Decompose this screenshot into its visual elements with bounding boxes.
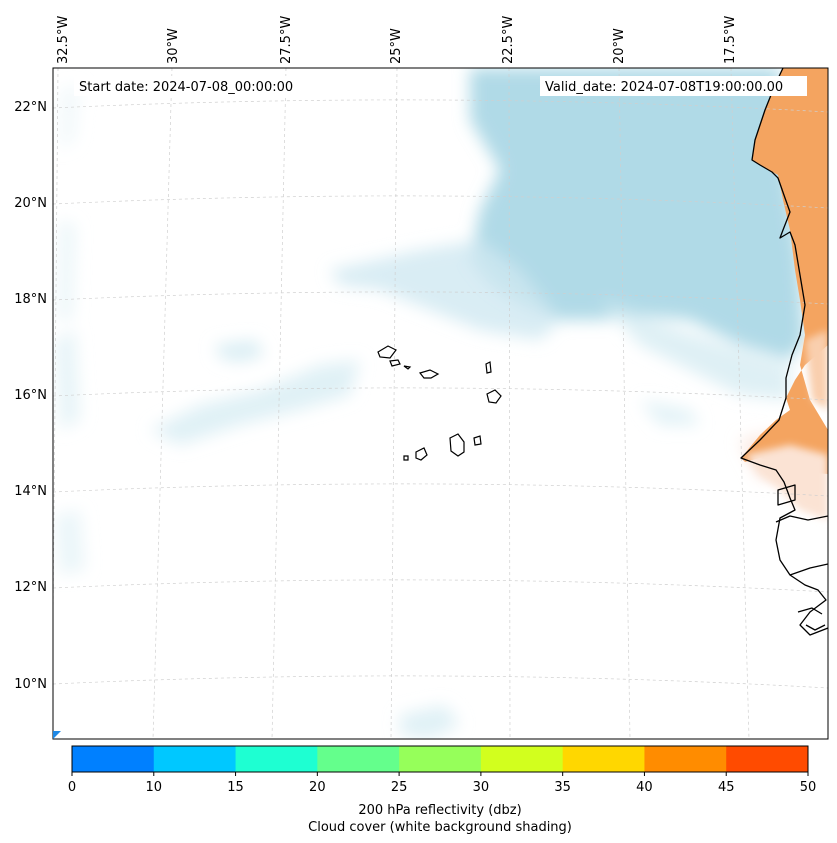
- colorbar-segments: [72, 746, 809, 772]
- lon-label: 17.5°W: [723, 16, 738, 64]
- coastline-bijagos: [797, 607, 826, 631]
- colorbar: 0 10 15 20 25 30 35 40 45 50 200 hPa reflectivity…: [68, 745, 816, 835]
- colorbar-tick-label: 30: [473, 780, 490, 795]
- latitude-labels: 22°N 20°N 18°N 16°N 14°N 12°N 10°N: [14, 100, 47, 692]
- colorbar-segment: [72, 746, 155, 772]
- colorbar-segment: [317, 746, 400, 772]
- lat-label: 16°N: [14, 388, 47, 403]
- colorbar-tick-label: 50: [800, 780, 817, 795]
- island-sao-vicente: [389, 359, 401, 367]
- colorbar-ticks: 0 10 15 20 25 30 35 40 45 50: [68, 772, 816, 795]
- colorbar-segment: [153, 746, 237, 772]
- colorbar-tick-label: 40: [636, 780, 653, 795]
- lon-label: 20°W: [612, 28, 627, 64]
- coastline-gambia: [777, 484, 796, 506]
- land-shading: [741, 68, 828, 520]
- longitude-labels: 32.5°W 30°W 27.5°W 25°W 22.5°W 20°W 17.5…: [56, 16, 738, 64]
- valid-date-label: Valid_date: 2024-07-08T19:00:00.00: [545, 80, 783, 95]
- colorbar-tick-label: 35: [554, 780, 571, 795]
- island-maio: [473, 435, 482, 446]
- lat-label: 18°N: [14, 292, 47, 307]
- lat-label: 12°N: [14, 580, 47, 595]
- colorbar-tick-label: 10: [146, 780, 163, 795]
- island-santo-antao: [377, 345, 397, 359]
- island-brava: [403, 455, 409, 461]
- cape-verde-islands: [377, 345, 502, 461]
- colorbar-tick-label: 0: [68, 780, 76, 795]
- lon-label: 25°W: [389, 28, 404, 64]
- lat-label: 14°N: [14, 484, 47, 499]
- colorbar-segment: [726, 746, 809, 772]
- valid-date-box: Valid_date: 2024-07-08T19:00:00.00: [540, 76, 807, 96]
- island-santa-luzia: [403, 365, 412, 370]
- island-sao-nicolau: [418, 369, 440, 379]
- island-fogo: [415, 447, 428, 461]
- lon-label: 27.5°W: [279, 16, 294, 64]
- colorbar-segment: [644, 746, 727, 772]
- lat-label: 10°N: [14, 677, 47, 692]
- colorbar-tick-label: 20: [309, 780, 326, 795]
- graticule: [53, 68, 828, 739]
- colorbar-segment: [235, 746, 318, 772]
- lon-label: 22.5°W: [501, 16, 516, 64]
- start-date-box: Start date: 2024-07-08_00:00:00: [74, 76, 312, 96]
- colorbar-segment: [399, 746, 482, 772]
- island-santiago: [449, 433, 465, 457]
- lat-label: 20°N: [14, 196, 47, 211]
- coastline-africa: [740, 68, 828, 636]
- lon-label: 30°W: [166, 28, 181, 64]
- island-boa-vista: [486, 389, 502, 404]
- lat-label: 22°N: [14, 100, 47, 115]
- island-sal: [485, 361, 492, 374]
- colorbar-tick-label: 25: [391, 780, 408, 795]
- coastline-guinea-bissau: [775, 515, 828, 523]
- cloud-cover-shading: [55, 68, 805, 739]
- colorbar-tick-label: 45: [718, 780, 735, 795]
- map-content: [53, 68, 828, 739]
- corner-marker: [53, 731, 61, 739]
- colorbar-frame: [71, 745, 809, 773]
- colorbar-sublabel: Cloud cover (white background shading): [308, 820, 572, 835]
- map-frame: [52, 67, 829, 740]
- coastline-southern: [789, 563, 828, 576]
- lon-label: 32.5°W: [56, 16, 71, 64]
- colorbar-tick-label: 15: [227, 780, 244, 795]
- colorbar-segment: [562, 746, 645, 772]
- start-date-label: Start date: 2024-07-08_00:00:00: [79, 80, 293, 95]
- colorbar-segment: [480, 746, 564, 772]
- colorbar-label: 200 hPa reflectivity (dbz): [358, 803, 521, 818]
